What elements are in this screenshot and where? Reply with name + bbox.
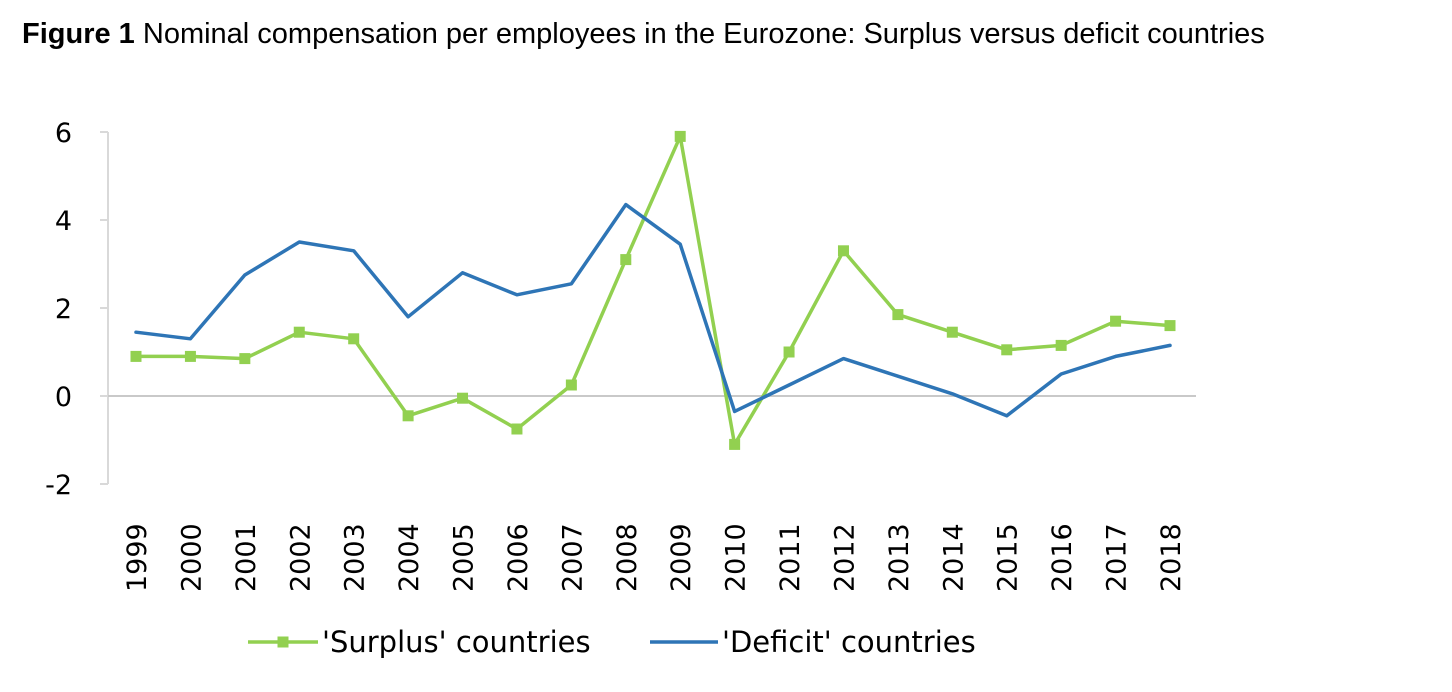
legend-item-deficit: 'Deficit' countries (650, 625, 976, 659)
x-tick-label: 2016 (1047, 523, 1078, 592)
figure-label: Figure 1 (22, 18, 135, 50)
x-tick-label: 2001 (231, 523, 262, 592)
data-point (239, 353, 251, 365)
series-surplus (130, 130, 1176, 450)
figure-caption: Nominal compensation per employees in th… (142, 18, 1265, 50)
data-point (783, 346, 795, 358)
data-point (892, 309, 904, 321)
x-tick-label: 2018 (1156, 523, 1187, 592)
data-point (1001, 344, 1013, 356)
y-tick-label: 4 (55, 206, 72, 237)
chart-series (130, 130, 1176, 450)
figure-title: Figure 1 Nominal compensation per employ… (22, 18, 1265, 51)
data-point (1110, 315, 1122, 327)
data-point (1055, 339, 1067, 351)
data-point (457, 392, 469, 404)
chart-axes: -2 0 2 4 6 1999 2000 2001 2002 2003 2004 2005 2006 20… (45, 118, 1196, 592)
data-point (837, 245, 849, 257)
series-line (134, 134, 1172, 447)
data-point (293, 326, 305, 338)
y-tick-label: 6 (55, 118, 72, 149)
data-point (184, 350, 196, 362)
data-point (348, 333, 360, 345)
y-tick-label: -2 (45, 470, 72, 501)
series-deficit (134, 202, 1172, 418)
x-tick-label: 2014 (938, 523, 969, 592)
x-tick-label: 2006 (503, 523, 534, 592)
legend-marker (277, 636, 289, 648)
x-tick-label: 2002 (285, 523, 316, 592)
data-point (511, 423, 523, 435)
x-tick-label: 2003 (340, 523, 371, 592)
data-point (565, 379, 577, 391)
x-tick-label: 1999 (122, 523, 153, 592)
x-tick-label: 2017 (1102, 523, 1133, 592)
x-tick-label: 2010 (721, 523, 752, 592)
x-tick-label: 2004 (394, 523, 425, 592)
data-point (674, 130, 686, 142)
x-tick-label: 2011 (775, 523, 806, 592)
data-point (1164, 320, 1176, 332)
chart-legend: 'Surplus' countries 'Deficit' countries (248, 625, 976, 659)
series-line (134, 202, 1172, 418)
legend-item-surplus: 'Surplus' countries (248, 625, 591, 659)
x-tick-label: 2008 (612, 523, 643, 592)
x-tick-label: 2007 (557, 523, 588, 592)
data-point (402, 410, 414, 422)
data-point (130, 350, 142, 362)
x-tick-label: 2015 (993, 523, 1024, 592)
x-tick-label: 2013 (884, 523, 915, 592)
y-tick-label: 2 (55, 294, 72, 325)
data-point (729, 438, 741, 450)
legend-label: 'Deficit' countries (722, 625, 976, 659)
data-point (946, 326, 958, 338)
x-tick-label: 2005 (449, 523, 480, 592)
legend-label: 'Surplus' countries (322, 625, 591, 659)
x-tick-label: 2000 (176, 523, 207, 592)
data-point (620, 254, 632, 266)
x-tick-label: 2009 (666, 523, 697, 592)
y-tick-label: 0 (55, 382, 72, 413)
x-tick-label: 2012 (829, 523, 860, 592)
